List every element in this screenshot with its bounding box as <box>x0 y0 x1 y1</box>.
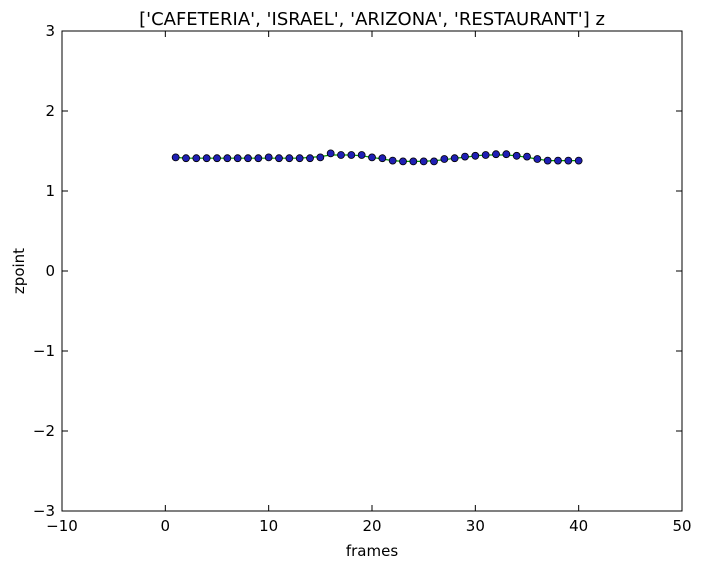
x-tick-label: 0 <box>161 517 171 535</box>
data-point <box>254 154 263 163</box>
data-point <box>316 153 325 162</box>
x-tick-label: −10 <box>46 517 78 535</box>
data-point <box>430 157 438 166</box>
data-point <box>264 153 273 162</box>
plot-frame <box>61 30 683 512</box>
y-tick-label: 3 <box>45 22 55 40</box>
data-point <box>554 156 562 165</box>
data-point <box>368 153 376 162</box>
data-point <box>564 156 573 165</box>
data-point <box>388 156 397 165</box>
x-axis-label: frames <box>346 542 398 560</box>
data-point <box>574 156 583 165</box>
y-tick-label: −3 <box>33 502 55 520</box>
data-point <box>461 152 469 161</box>
data-point <box>357 151 366 159</box>
data-point <box>533 155 542 163</box>
data-point <box>378 154 387 163</box>
x-tick-label: 40 <box>569 517 588 535</box>
data-point <box>306 154 314 163</box>
y-tick-label: −1 <box>33 342 55 360</box>
data-point <box>192 154 201 163</box>
data-point <box>471 151 480 160</box>
data-point <box>481 151 490 159</box>
data-point <box>213 154 221 163</box>
data-point <box>171 153 180 162</box>
data-point <box>285 154 294 163</box>
data-point <box>275 154 283 163</box>
y-tick-label: 0 <box>45 262 55 280</box>
x-tick-label: 20 <box>362 517 381 535</box>
data-point <box>409 157 418 166</box>
data-point <box>492 150 500 159</box>
data-point <box>326 149 335 158</box>
y-tick-label: −2 <box>33 422 55 440</box>
y-tick-label: 2 <box>45 102 55 120</box>
data-point <box>295 154 304 163</box>
data-point <box>347 151 356 159</box>
data-point <box>523 152 531 161</box>
data-point <box>202 154 211 163</box>
y-tick-label: 1 <box>45 182 55 200</box>
data-point <box>233 154 242 163</box>
data-point <box>440 155 449 163</box>
x-tick-label: 30 <box>466 517 485 535</box>
x-axis: −10 0 10 20 30 40 50 <box>46 31 692 535</box>
marker-series <box>171 149 583 166</box>
data-point <box>182 154 190 163</box>
data-point <box>337 151 345 159</box>
data-point <box>223 154 232 163</box>
y-axis-label: zpoint <box>10 248 28 294</box>
data-point <box>419 157 428 166</box>
data-point <box>543 156 552 165</box>
x-tick-label: 50 <box>672 517 691 535</box>
chart-title: ['CAFETERIA', 'ISRAEL', 'ARIZONA', 'REST… <box>139 9 605 30</box>
data-point <box>450 154 459 163</box>
data-point <box>512 151 521 160</box>
y-axis: −3 −2 −1 0 1 2 3 <box>33 22 682 520</box>
data-point <box>244 154 252 163</box>
series-line <box>175 154 579 162</box>
smoothed-line-series <box>175 154 579 162</box>
x-tick-label: 10 <box>259 517 278 535</box>
data-point <box>399 157 407 166</box>
data-point <box>502 150 511 159</box>
